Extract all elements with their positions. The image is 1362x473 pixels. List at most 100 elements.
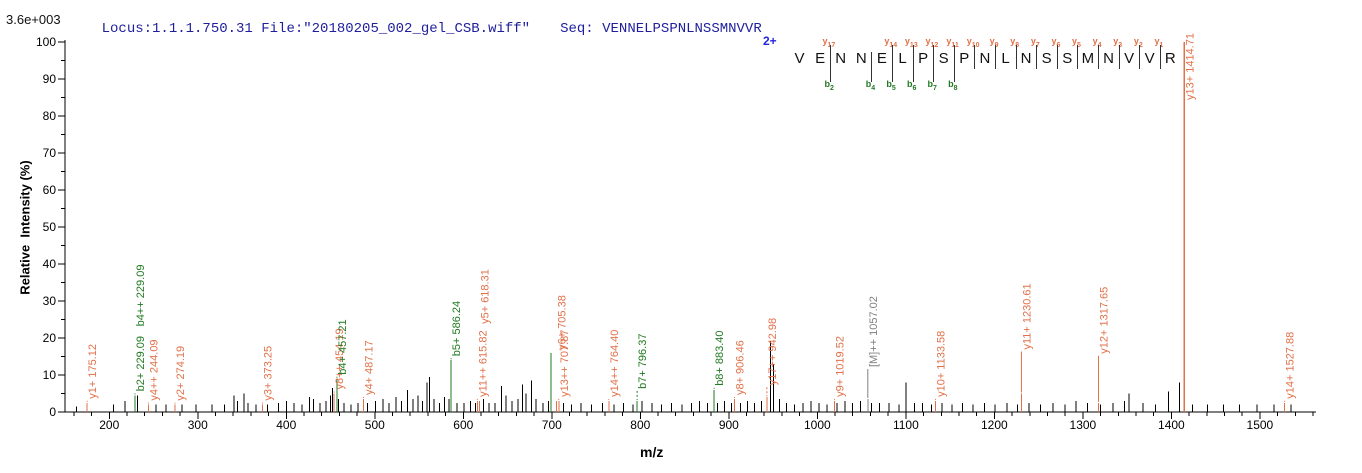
base-peak-intensity-scale: 3.6e+003	[6, 12, 61, 27]
residue-3: N	[835, 50, 847, 67]
axis-tick-labels: 200 300 400 500 600 700 800 900 1000 1100 1200 1300…	[36, 35, 1274, 432]
svg-text:30: 30	[43, 294, 57, 308]
unmatched-peaks	[76, 341, 1292, 412]
ladder-ion-y8: y8	[1010, 36, 1020, 49]
svg-text:900: 900	[719, 418, 739, 432]
cleavage-mark	[1077, 45, 1079, 69]
fragment-label: y6+ 705.38	[557, 295, 569, 350]
ladder-ion-y13: y13	[904, 36, 918, 49]
residue-12: N	[1020, 50, 1032, 67]
svg-text:50: 50	[43, 220, 57, 234]
svg-text:200: 200	[99, 418, 119, 432]
residue-5: E	[876, 50, 887, 67]
svg-text:800: 800	[630, 418, 650, 432]
ladder-ion-y5: y5	[1072, 36, 1081, 49]
svg-text:500: 500	[365, 418, 385, 432]
svg-text:1300: 1300	[1070, 418, 1097, 432]
cleavage-mark	[912, 45, 914, 82]
fragment-label: y4+ 487.17	[363, 340, 375, 395]
svg-text:300: 300	[188, 418, 208, 432]
fragment-label: b7+ 796.37	[637, 334, 649, 389]
svg-text:90: 90	[43, 72, 57, 86]
ladder-ion-b2: b2	[824, 79, 834, 92]
residue-16: N	[1103, 50, 1114, 67]
fragment-label: y11++ 615.82	[477, 330, 489, 396]
ladder-ion-y12: y12	[925, 36, 939, 49]
fragment-label: y17++ 942.98	[767, 318, 779, 385]
ladder-ion-y1: y1	[1154, 36, 1164, 49]
svg-text:100: 100	[36, 35, 56, 49]
svg-text:400: 400	[276, 418, 296, 432]
cleavage-mark	[871, 52, 873, 82]
fragment-label: y2+ 274.19	[175, 346, 187, 401]
ladder-ion-b5: b5	[886, 79, 896, 92]
cleavage-mark	[830, 45, 832, 82]
fragment-label: y11+ 1230.61	[1021, 283, 1033, 349]
fragment-label: y3+ 373.25	[263, 346, 275, 401]
svg-text:1500: 1500	[1247, 418, 1274, 432]
fragment-label: b5+ 586.24	[451, 301, 463, 356]
svg-text:10: 10	[43, 368, 57, 382]
ladder-ion-y9: y9	[989, 36, 999, 49]
cleavage-mark	[995, 45, 996, 69]
fragment-label: y12+ 1317.65	[1098, 287, 1110, 354]
seq-value: VENNELPSPNLNSSMNVVR	[602, 21, 762, 37]
residue-9: P	[959, 50, 970, 67]
ladder-ion-y11: y11	[946, 36, 959, 49]
svg-text:1100: 1100	[893, 418, 919, 432]
fragment-label: b4+ 457.21	[337, 319, 349, 374]
svg-text:60: 60	[43, 183, 57, 197]
ladder-ion-y10: y10	[966, 36, 980, 49]
svg-text:1200: 1200	[981, 418, 1008, 432]
svg-text:1400: 1400	[1158, 418, 1185, 432]
cleavage-mark	[1098, 45, 1099, 69]
fragment-label: y10+ 1133.58	[936, 331, 948, 397]
svg-text:70: 70	[43, 146, 57, 160]
residue-4: N	[855, 50, 867, 67]
residue-13: S	[1041, 50, 1052, 67]
fragment-label: y9+ 1019.52	[835, 336, 847, 397]
residue-8: S	[938, 50, 949, 67]
residue-18: V	[1144, 50, 1155, 67]
ladder-ion-y4: y4	[1092, 36, 1102, 49]
cleavage-mark	[974, 45, 976, 69]
residue-19: R	[1164, 50, 1176, 67]
fragment-label: y1+ 175.12	[87, 344, 99, 399]
cleavage-mark	[933, 45, 935, 82]
fragment-label: y8++ 454.19	[334, 328, 346, 389]
label-leader-lines	[86, 351, 1286, 404]
cleavage-mark	[953, 45, 955, 82]
residue-11: L	[1001, 50, 1010, 67]
fragment-label: y5+ 618.31	[480, 269, 492, 324]
svg-text:80: 80	[43, 109, 57, 123]
ladder-ion-b4: b4	[865, 79, 876, 92]
cleavage-mark	[1036, 45, 1038, 69]
fragment-label: b4++ 229.09	[135, 265, 147, 327]
ladder-ion-y3: y3	[1113, 36, 1123, 49]
ladder-ion-b8: b8	[948, 79, 958, 92]
svg-text:1000: 1000	[804, 418, 831, 432]
ladder-ion-y7: y7	[1030, 36, 1040, 49]
svg-text:700: 700	[542, 418, 562, 432]
svg-text:0: 0	[49, 405, 56, 419]
residue-1: V	[794, 50, 805, 67]
axis-ticks	[58, 41, 1314, 419]
residue-15: M	[1081, 50, 1095, 67]
ladder-ion-y2: y2	[1133, 36, 1143, 49]
cleavage-mark	[1139, 45, 1141, 69]
residue-6: L	[898, 50, 907, 67]
residue-7: P	[918, 50, 929, 67]
x-axis-title: m/z	[640, 444, 664, 460]
ladder-ion-y6: y6	[1051, 36, 1061, 49]
cleavage-mark	[892, 45, 893, 82]
locus-file-label: Locus:1.1.1.750.31 File:"20180205_002_ge…	[101, 21, 531, 37]
fragment-label: [M]++ 1057.02	[868, 296, 880, 367]
residue-14: S	[1062, 50, 1073, 67]
residue-2: E	[815, 50, 826, 67]
cleavage-mark	[1118, 45, 1120, 69]
precursor-charge-state: 2+	[763, 34, 777, 48]
fragment-label: y13+ 1414.71	[1184, 33, 1196, 100]
